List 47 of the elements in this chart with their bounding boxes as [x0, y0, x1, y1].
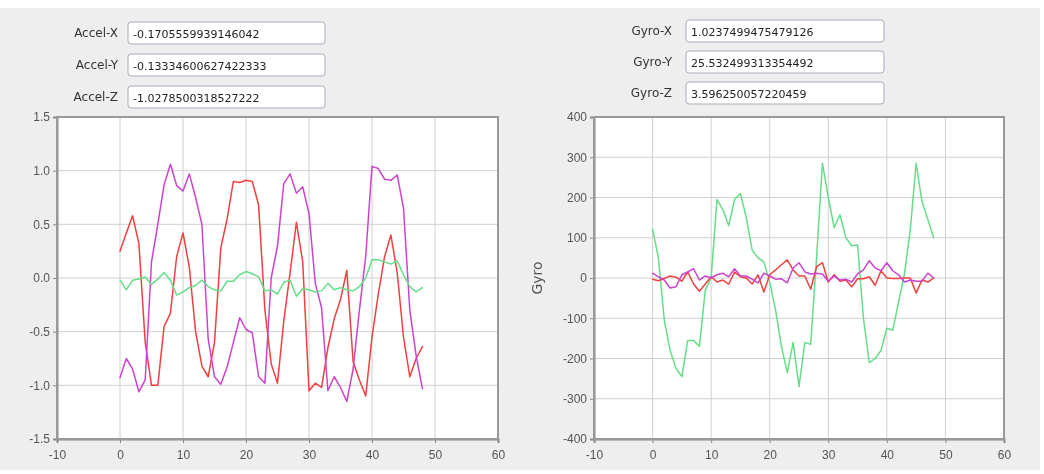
text: Gyro-Y: [633, 55, 673, 69]
y-axis-title: Gyro: [529, 261, 545, 295]
y-tick-label: 200: [566, 190, 588, 205]
x-tick-label: 50: [939, 448, 953, 463]
y-tick-label: 300: [566, 150, 588, 165]
y-tick-label: -300: [562, 392, 588, 407]
text: Accel-Z: [73, 90, 118, 104]
x-tick-label: 50: [428, 448, 443, 463]
text-field: 3.596250057220459: [685, 81, 885, 105]
x-tick-label: 30: [302, 448, 317, 463]
x-tick-label: 0: [117, 448, 125, 463]
line-series: [651, 162, 935, 388]
x-tick-label: 10: [704, 448, 719, 463]
y-tick-label: 0: [580, 271, 588, 286]
x-tick-label: 30: [822, 448, 836, 463]
text-field: 1.0237499475479126: [685, 19, 885, 43]
y-tick-label: -0.5: [29, 325, 51, 340]
y-tick-label: -200: [562, 351, 588, 366]
x-tick-label: 40: [365, 448, 380, 463]
x-tick-label: 60: [997, 448, 1012, 463]
y-tick-label: 1.5: [33, 110, 51, 125]
line-series: [119, 259, 424, 297]
y-tick-label: 0.0: [33, 271, 51, 286]
y-tick-label: 0.5: [33, 217, 51, 232]
x-tick-label: 40: [880, 448, 895, 463]
y-tick-label: -100: [562, 311, 588, 326]
text: Gyro-Z: [630, 86, 672, 100]
text-field: -0.1705559939146042: [127, 21, 326, 45]
text: Gyro-X: [631, 24, 672, 38]
x-tick-label: 10: [176, 448, 191, 463]
y-tick-label: 100: [566, 231, 588, 246]
y-tick-label: 1.0: [33, 164, 51, 179]
x-tick-label: -10: [48, 448, 67, 463]
y-tick-label: -400: [562, 432, 588, 447]
y-tick-label: -1.0: [29, 378, 51, 393]
x-tick-label: 20: [239, 448, 254, 463]
text: Accel-Y: [75, 58, 119, 72]
text-field: -0.13334600627422333: [127, 53, 326, 77]
y-tick-label: 400: [566, 110, 588, 125]
x-tick-label: -10: [585, 448, 604, 463]
text-field: 25.532499313354492: [685, 50, 885, 74]
x-tick-label: 0: [649, 448, 657, 463]
x-tick-label: 60: [491, 448, 506, 463]
text: Accel-X: [74, 26, 118, 40]
y-tick-label: -1.5: [29, 432, 51, 447]
text-field: -1.0278500318527222: [127, 85, 326, 109]
x-tick-label: 20: [763, 448, 778, 463]
